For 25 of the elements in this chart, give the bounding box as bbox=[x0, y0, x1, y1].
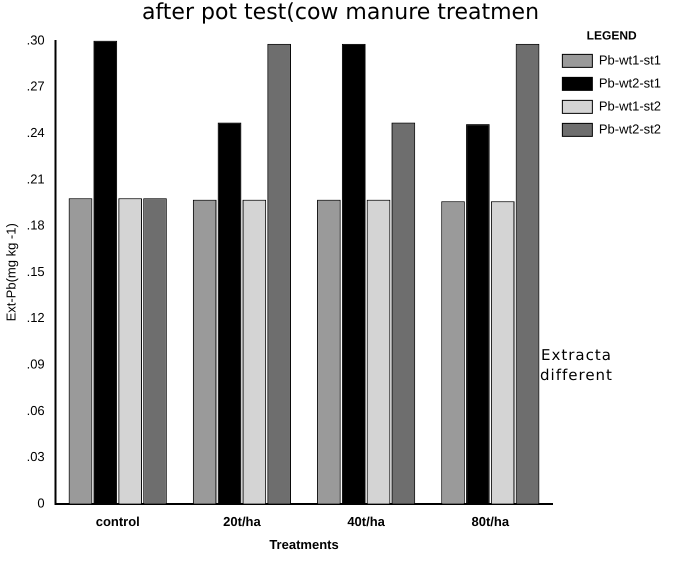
y-tick-label: .27 bbox=[26, 78, 45, 94]
y-tick-label: .06 bbox=[26, 402, 45, 418]
chart-title: after pot test(cow manure treatmen bbox=[140, 0, 540, 25]
y-tick-label: .03 bbox=[26, 449, 45, 464]
legend-label: Pb-wt2-st1 bbox=[598, 75, 662, 90]
x-tick-label: 80t/ha bbox=[471, 514, 510, 530]
annotation: Extracta bbox=[540, 345, 613, 365]
legend-label: Pb-wt1-st2 bbox=[598, 98, 662, 114]
x-tick-label: control bbox=[96, 514, 140, 530]
y-tick-label: 0 bbox=[37, 495, 45, 510]
y-tick-label: .21 bbox=[26, 171, 45, 186]
legend-label: Pb-wt2-st2 bbox=[598, 121, 662, 136]
legend-label: Pb-wt1-st1 bbox=[598, 52, 662, 68]
y-tick-label: .15 bbox=[26, 264, 45, 279]
y-tick-label: .18 bbox=[26, 218, 45, 233]
y-tick-label: .12 bbox=[26, 310, 45, 326]
y-tick-label: .30 bbox=[26, 32, 45, 48]
annotation: different bbox=[540, 365, 613, 385]
y-tick-label: .24 bbox=[26, 124, 45, 140]
y-axis-title: Ext-Pb(mg kg -1) bbox=[3, 223, 18, 322]
y-tick-label: .09 bbox=[26, 356, 45, 372]
x-axis-title: Treatments bbox=[269, 536, 339, 552]
x-tick-label: 40t/ha bbox=[347, 514, 386, 530]
legend-title: LEGEND bbox=[586, 28, 638, 42]
x-tick-label: 20t/ha bbox=[223, 514, 262, 530]
